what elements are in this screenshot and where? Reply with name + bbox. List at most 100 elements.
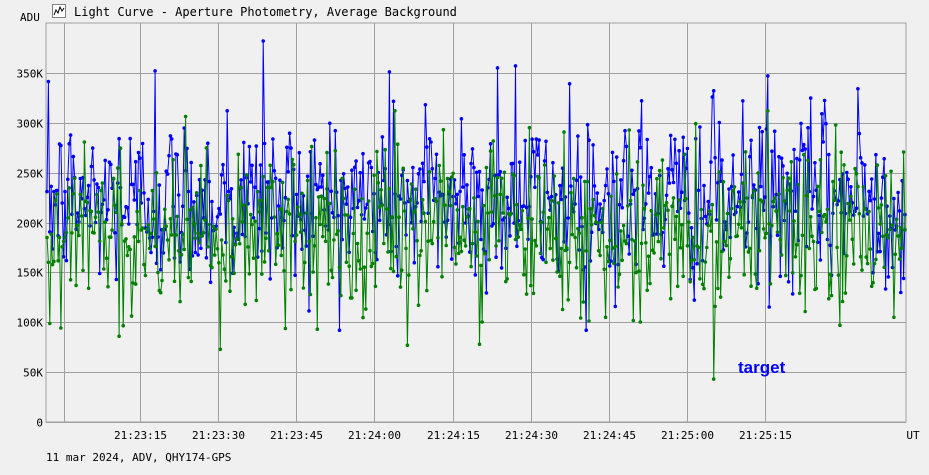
data-point: [359, 197, 364, 201]
data-point: [377, 205, 382, 209]
data-point: [416, 171, 421, 176]
data-point: [785, 171, 789, 176]
data-point: [544, 260, 548, 265]
data-point: [657, 168, 662, 173]
data-point: [447, 189, 451, 194]
data-point: [667, 252, 672, 257]
data-point: [334, 190, 339, 194]
data-point: [596, 249, 601, 253]
data-point: [454, 262, 458, 266]
data-point: [273, 262, 278, 267]
data-point: [251, 216, 256, 220]
data-point: [849, 194, 853, 199]
data-point: [897, 257, 902, 261]
data-point: [226, 189, 231, 194]
data-point: [181, 232, 185, 236]
data-point: [316, 195, 321, 199]
data-point: [796, 182, 801, 187]
data-point: [768, 282, 773, 286]
data-point: [778, 237, 783, 242]
data-point: [497, 172, 501, 177]
data-point: [899, 226, 903, 230]
data-point: [82, 206, 87, 211]
data-point: [239, 185, 243, 190]
data-point: [717, 120, 722, 125]
data-point: [164, 224, 168, 228]
data-point: [522, 272, 526, 277]
data-point: [713, 304, 717, 309]
data-point: [578, 316, 583, 320]
data-point: [250, 222, 254, 227]
data-point: [362, 217, 367, 221]
data-point: [606, 259, 611, 264]
data-point: [639, 99, 644, 103]
data-point: [846, 201, 850, 206]
data-point: [717, 170, 722, 174]
data-point: [517, 223, 522, 227]
data-point: [45, 189, 49, 194]
data-point: [104, 256, 109, 261]
data-point: [558, 274, 562, 279]
data-point: [329, 189, 334, 193]
data-point: [527, 125, 532, 130]
data-point: [674, 214, 679, 219]
data-point: [815, 184, 820, 189]
data-point: [547, 215, 551, 220]
data-point: [158, 267, 163, 272]
data-point: [131, 281, 135, 285]
data-point: [49, 232, 53, 236]
data-point: [418, 167, 422, 171]
data-point: [301, 286, 306, 290]
y-tick-label: 350K: [17, 68, 44, 81]
data-point: [66, 216, 70, 220]
data-point: [728, 256, 733, 261]
data-point: [778, 274, 783, 279]
data-point: [315, 327, 320, 332]
data-point: [92, 178, 96, 182]
data-point: [530, 137, 534, 141]
data-point: [308, 292, 313, 297]
data-point: [329, 268, 334, 273]
data-point: [89, 209, 94, 214]
data-point: [602, 198, 606, 203]
data-point: [113, 231, 117, 235]
data-point: [153, 69, 157, 73]
data-point: [358, 267, 363, 271]
data-point: [95, 182, 99, 186]
data-point: [899, 290, 903, 295]
x-tick-label: 21:25:00: [661, 429, 714, 442]
data-point: [881, 234, 885, 239]
data-point: [352, 187, 357, 191]
data-point: [215, 215, 220, 219]
data-point: [323, 239, 328, 244]
data-point: [760, 199, 764, 204]
data-point: [146, 197, 150, 202]
data-point: [731, 188, 735, 193]
data-point: [243, 302, 247, 307]
data-point: [775, 230, 780, 234]
data-point: [795, 156, 799, 161]
data-point: [340, 176, 345, 181]
data-point: [810, 207, 814, 211]
data-point: [608, 238, 612, 243]
data-point: [330, 275, 335, 280]
data-point: [541, 257, 545, 262]
data-point: [588, 206, 593, 211]
data-point: [637, 129, 641, 133]
data-point: [574, 178, 579, 183]
data-point: [522, 204, 526, 208]
data-point: [314, 182, 318, 187]
chart-icon[interactable]: [52, 4, 66, 18]
data-point: [337, 328, 342, 333]
data-point: [221, 162, 225, 167]
data-point: [901, 150, 906, 154]
data-point: [183, 168, 188, 173]
data-point: [562, 130, 566, 134]
data-point: [811, 194, 816, 199]
data-point: [125, 253, 130, 258]
data-point: [462, 153, 467, 157]
data-point: [120, 222, 124, 226]
data-point: [822, 98, 827, 103]
data-point: [829, 293, 834, 298]
data-point: [641, 183, 645, 187]
